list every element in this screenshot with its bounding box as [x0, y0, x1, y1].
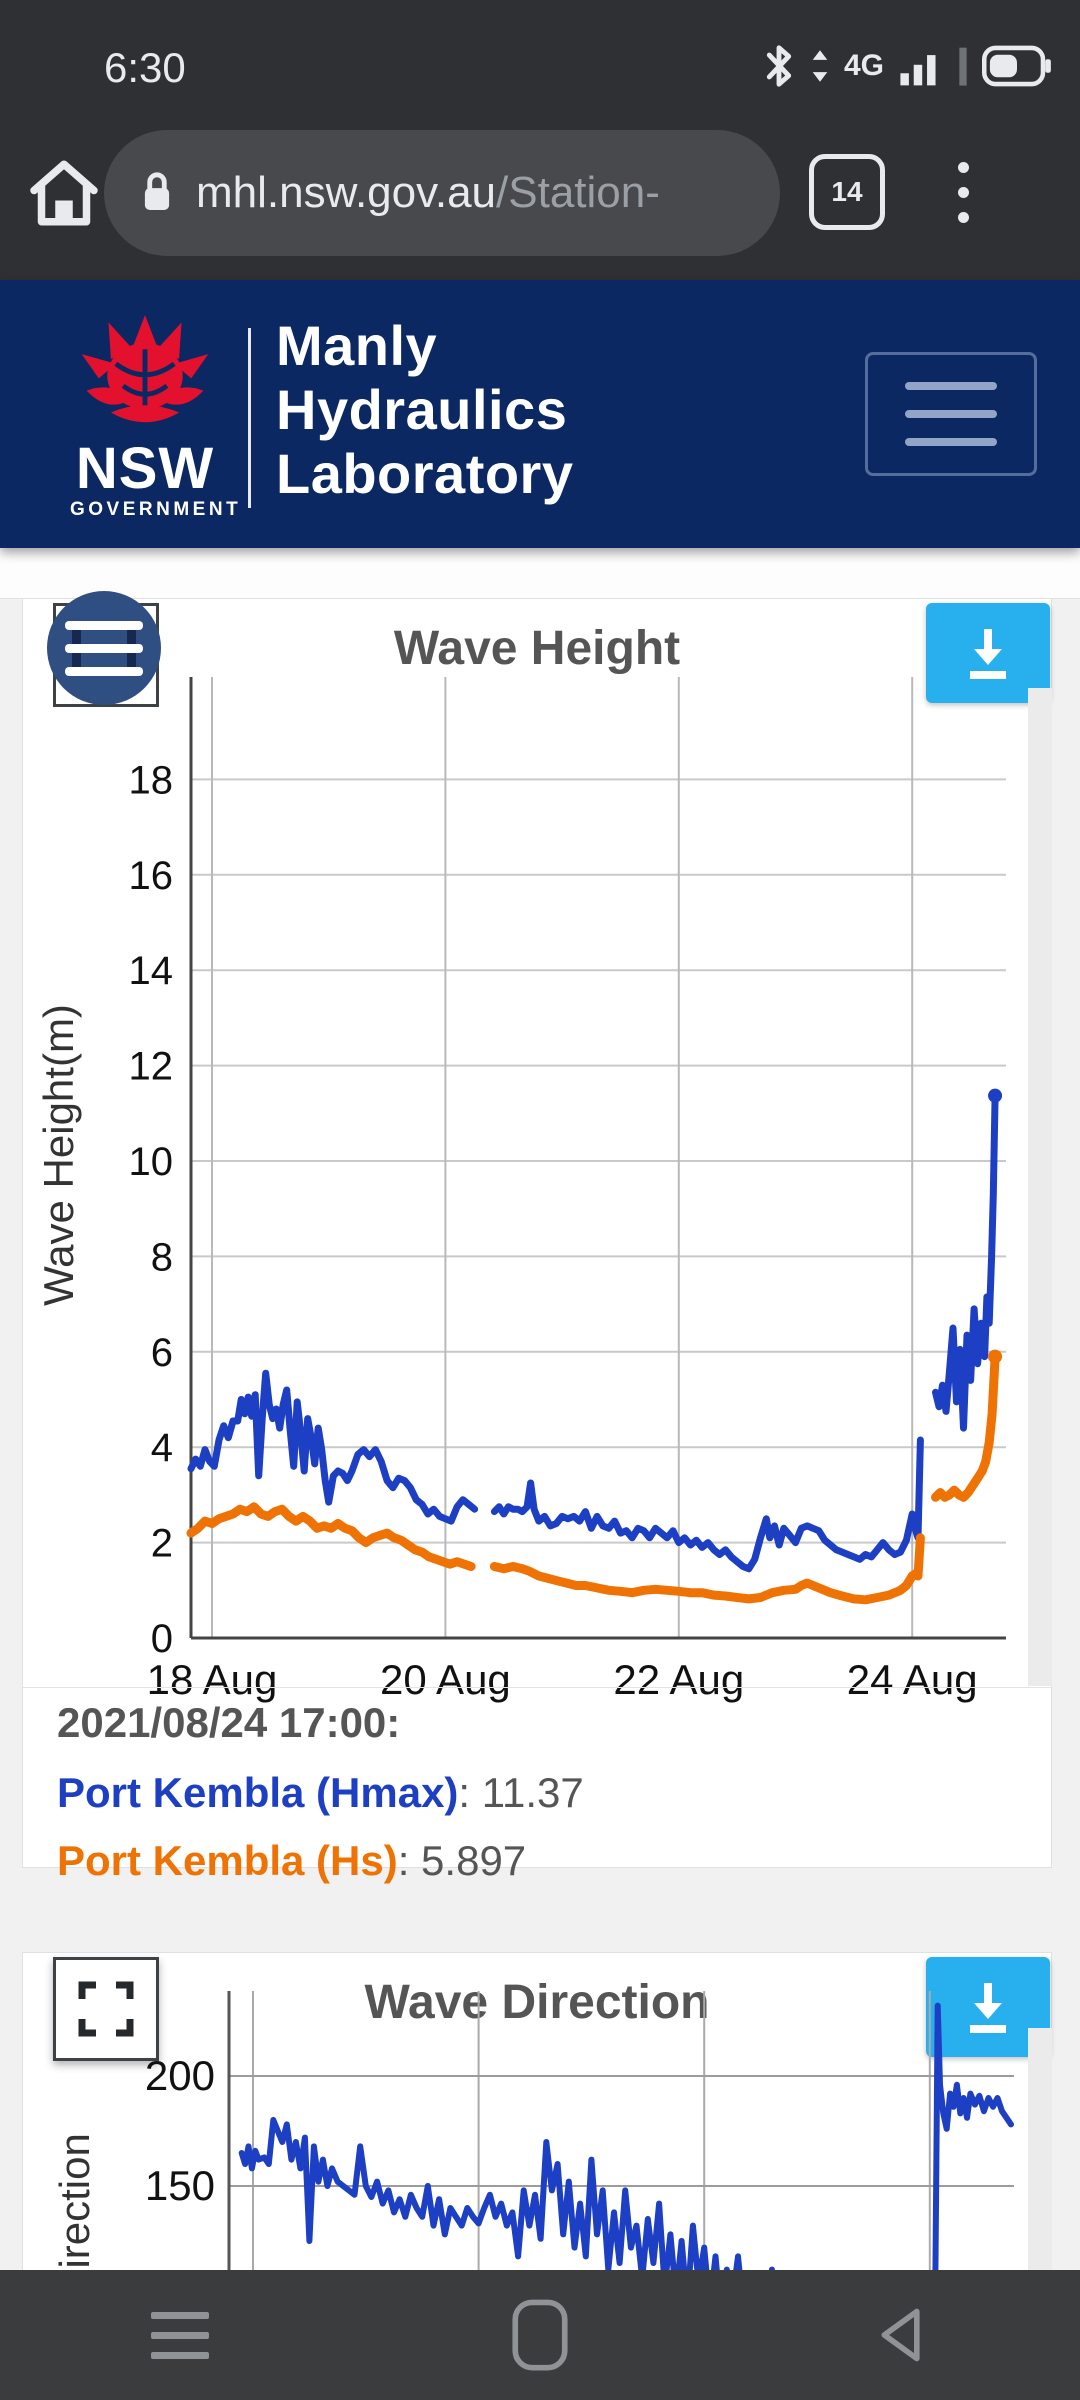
wave-height-chart[interactable]: 0 2 4 6 8 10 12 14 16 18 18 Aug 20 Aug 22 Aug 24 Aug — [23, 599, 1053, 1729]
chart-scrollbar-track[interactable] — [1028, 2028, 1052, 2270]
status-time: 6:30 — [104, 44, 186, 91]
home-icon — [30, 160, 98, 226]
bluetooth-icon — [766, 45, 792, 87]
home-pill-icon — [512, 2299, 568, 2371]
series-line — [931, 1352, 1000, 1502]
browser-menu-button[interactable] — [928, 146, 998, 238]
browser-home-button[interactable] — [24, 152, 104, 239]
x-tick-label: 24 Aug — [847, 1656, 978, 1703]
tab-count-badge: 14 — [809, 154, 885, 230]
previous-section-edge — [0, 548, 1080, 599]
site-header: NSW GOVERNMENT Manly Hydraulics Laborato… — [0, 280, 1080, 548]
browser-chrome: 6:30 4G — [0, 0, 1080, 280]
nav-back-button[interactable] — [720, 2307, 1080, 2363]
wave-direction-fullscreen-button[interactable] — [53, 1957, 159, 2061]
site-menu-button[interactable] — [865, 352, 1037, 476]
series-line — [187, 1369, 479, 1525]
fullscreen-icon — [78, 1981, 134, 2037]
wave-height-download-button[interactable] — [926, 603, 1050, 703]
logo-divider — [248, 328, 251, 508]
logo-caption: GOVERNMENT — [70, 499, 242, 520]
menu-line — [65, 643, 143, 653]
y-tick-label: 10 — [129, 1140, 174, 1184]
x-tick-label: 18 Aug — [147, 1656, 278, 1703]
kebab-dot — [957, 186, 969, 198]
org-name-line: Laboratory — [276, 442, 574, 505]
selected-point-marker — [988, 1349, 1003, 1364]
y-tick-label: 16 — [129, 854, 174, 898]
series-line — [932, 2002, 1014, 2277]
url-text: mhl.nsw.gov.au/Station- — [196, 168, 660, 218]
menu-line — [65, 666, 143, 676]
series-line — [490, 1436, 924, 1573]
y-tick-label: 12 — [129, 1045, 174, 1089]
download-icon — [970, 629, 1006, 679]
nsw-government-logo[interactable]: NSW GOVERNMENT — [70, 310, 242, 521]
tooltip-timestamp: 2021/08/24 17:00: — [57, 1699, 401, 1746]
org-name: Manly Hydraulics Laboratory — [276, 314, 574, 506]
sim2-signal-icon — [959, 47, 967, 86]
signal-bars-icon — [900, 55, 936, 86]
wave-height-y-axis-title: Wave Height(m) — [35, 1004, 82, 1306]
org-name-line: Manly — [276, 314, 438, 377]
y-tick-label: 8 — [151, 1235, 173, 1279]
x-tick-label: 20 Aug — [380, 1656, 511, 1703]
wave-height-card: Wave Height 0 2 4 6 8 10 12 14 16 18 18 Aug 20 Aug 2… — [22, 591, 1053, 1884]
chart-tooltip: 2021/08/24 17:00: Port Kembla (Hmax): 11… — [57, 1699, 1017, 1905]
network-type-label: 4G — [843, 49, 884, 82]
tooltip-series-row: Port Kembla (Hs): 5.897 — [57, 1837, 527, 1884]
y-tick-label: 14 — [129, 949, 174, 993]
url-path: /Station- — [496, 168, 660, 217]
y-tick-label: 200 — [145, 2052, 215, 2099]
chart-context-menu-tap-indicator[interactable] — [47, 591, 161, 705]
data-activity-icon — [812, 50, 828, 82]
tab-switcher-button[interactable]: 14 — [806, 146, 888, 238]
recents-icon — [151, 2311, 209, 2359]
kebab-dot — [957, 211, 969, 223]
y-tick-label: 18 — [129, 758, 174, 802]
hamburger-line — [905, 382, 997, 390]
menu-line — [65, 620, 143, 630]
series-line — [186, 1502, 476, 1571]
wave-direction-title: Wave Direction — [364, 1976, 710, 2029]
y-tick-label: 6 — [151, 1331, 173, 1375]
logo-acronym: NSW — [75, 436, 215, 501]
battery-icon — [982, 45, 1051, 87]
tooltip-series-row: Port Kembla (Hmax): 11.37 — [57, 1769, 584, 1816]
series-line — [489, 1533, 925, 1605]
nav-home-button[interactable] — [360, 2299, 720, 2371]
back-triangle-icon — [881, 2308, 920, 2362]
hamburger-line — [905, 410, 997, 418]
series-line — [932, 1092, 999, 1432]
org-name-line: Hydraulics — [276, 378, 568, 441]
hamburger-line — [905, 438, 997, 446]
y-tick-label: 150 — [145, 2162, 215, 2209]
y-tick-label: 2 — [151, 1522, 173, 1566]
kebab-dot — [957, 161, 969, 173]
url-host: mhl.nsw.gov.au — [196, 168, 497, 217]
x-tick-label: 22 Aug — [613, 1656, 744, 1703]
tooltip-rows: Port Kembla (Hmax): 11.37 Port Kembla (Hs… — [57, 1769, 1017, 1885]
nav-recents-button[interactable] — [0, 2311, 360, 2359]
status-icons: 4G — [762, 40, 1052, 92]
android-nav-bar — [0, 2270, 1080, 2400]
wave-height-title: Wave Height — [393, 622, 681, 675]
y-tick-label: 4 — [151, 1426, 173, 1470]
chart-scrollbar-track[interactable] — [1028, 688, 1052, 1686]
waratah-icon — [81, 315, 209, 423]
lock-icon — [144, 172, 170, 210]
download-icon — [970, 1983, 1006, 2033]
y-tick-label: 0 — [151, 1617, 173, 1661]
address-bar[interactable]: mhl.nsw.gov.au/Station- — [104, 130, 780, 256]
card-divider — [23, 1687, 1051, 1688]
selected-point-marker — [988, 1088, 1003, 1103]
